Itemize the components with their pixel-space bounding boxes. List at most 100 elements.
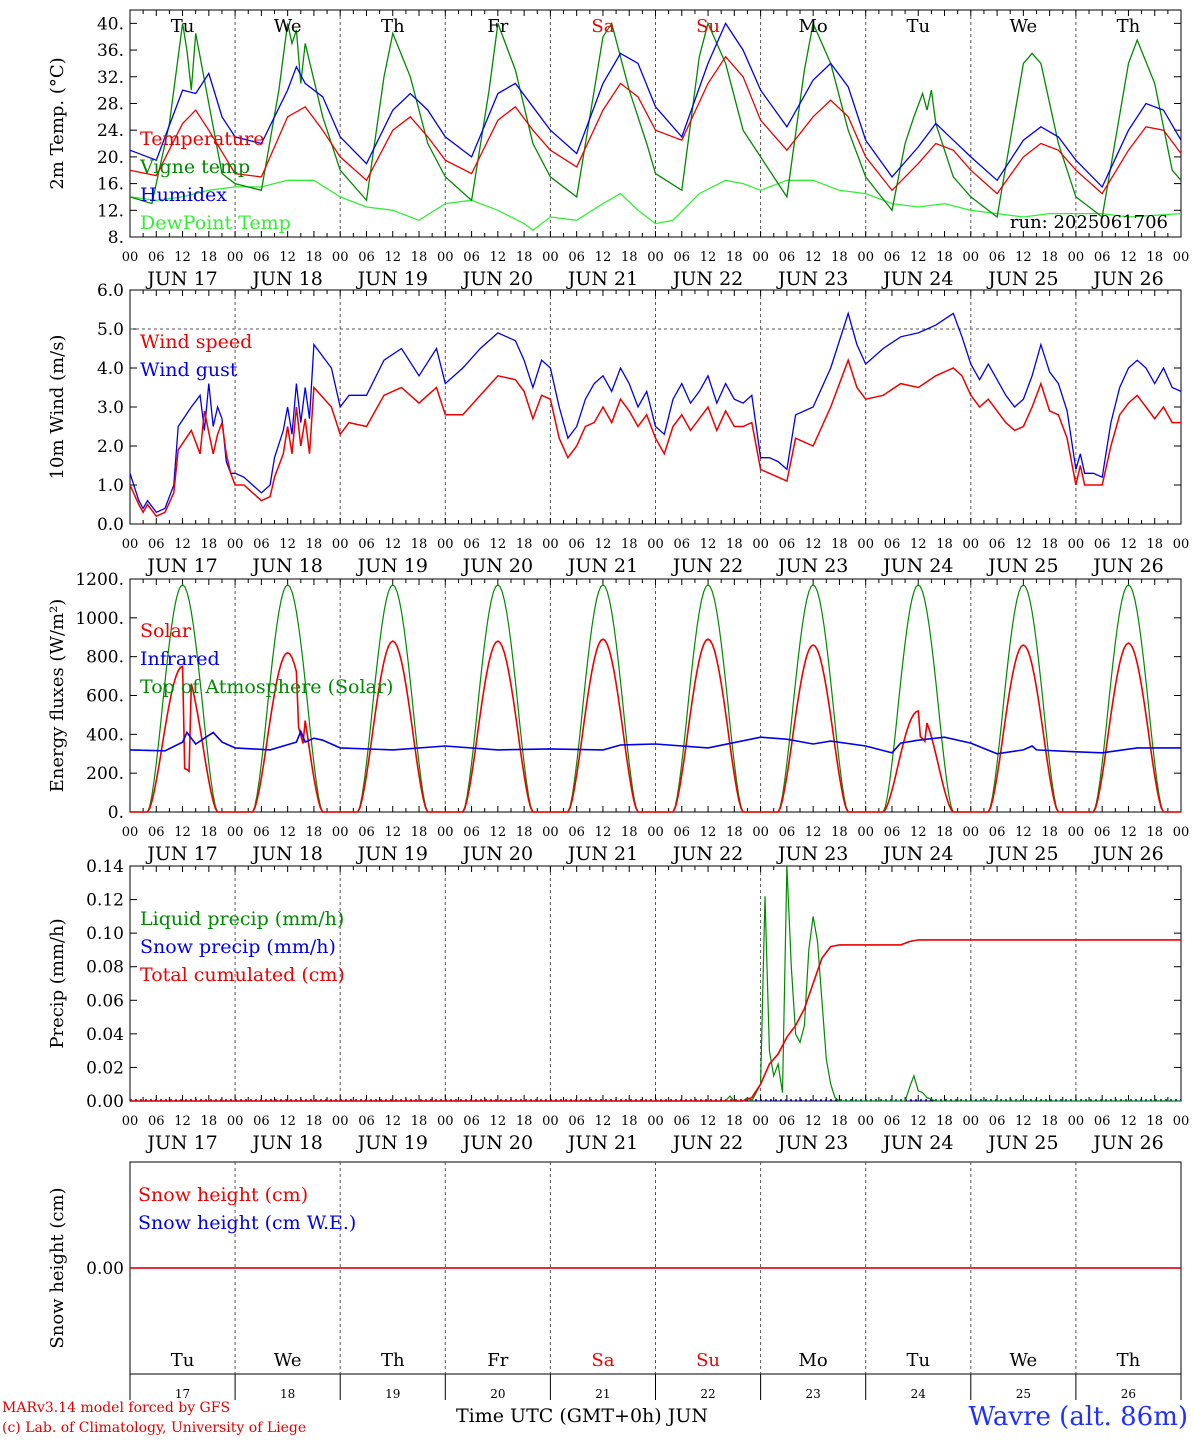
date-label: JUN 24 (881, 1132, 953, 1154)
hour-tick-label: 06 (568, 250, 585, 265)
hour-tick-label: 00 (122, 250, 139, 265)
hour-tick-label: 12 (910, 825, 927, 840)
y-tick-label: 0.0 (97, 515, 124, 535)
y-tick-label: 5.0 (97, 320, 124, 340)
y-tick-label: 1200. (75, 570, 124, 590)
legend-entry: Wind speed (140, 331, 252, 353)
day-abbrev-label: Fr (487, 16, 508, 37)
hour-tick-label: 12 (805, 825, 822, 840)
legend-entry: Humidex (140, 184, 227, 206)
hour-tick-label: 12 (174, 825, 191, 840)
day-abbrev-label: Th (381, 1350, 405, 1371)
day-number-label: 17 (175, 1387, 190, 1401)
date-label: JUN 24 (881, 843, 953, 865)
hour-tick-label: 06 (674, 825, 691, 840)
day-number-label: 22 (700, 1387, 715, 1401)
hour-tick-label: 18 (201, 825, 218, 840)
hour-tick-label: 00 (963, 537, 980, 552)
legend-entry: Snow precip (mm/h) (140, 936, 336, 958)
y-tick-label: 0.02 (86, 1058, 124, 1078)
hour-tick-label: 06 (989, 250, 1006, 265)
hour-tick-label: 06 (779, 825, 796, 840)
hour-tick-label: 06 (779, 1114, 796, 1129)
date-label: JUN 24 (881, 555, 953, 577)
hour-tick-label: 12 (700, 537, 717, 552)
date-label: JUN 21 (566, 555, 638, 577)
hour-tick-label: 00 (227, 1114, 244, 1129)
hour-tick-label: 06 (884, 250, 901, 265)
y-axis-label: 10m Wind (m/s) (47, 335, 68, 480)
legend-entry: Solar (140, 620, 192, 642)
hour-tick-label: 06 (1094, 825, 1111, 840)
hour-tick-label: 12 (384, 825, 401, 840)
day-abbrev-label: We (274, 1350, 302, 1371)
hour-tick-label: 12 (279, 1114, 296, 1129)
day-number-label: 20 (490, 1387, 505, 1401)
hour-tick-label: 18 (411, 825, 428, 840)
date-label: JUN 22 (671, 843, 743, 865)
hour-tick-label: 12 (700, 825, 717, 840)
hour-tick-label: 00 (332, 825, 349, 840)
day-abbrev-label: Tu (906, 1350, 930, 1371)
hour-tick-label: 06 (1094, 537, 1111, 552)
hour-tick-label: 00 (1173, 1114, 1190, 1129)
y-tick-label: 16. (97, 175, 124, 195)
legend-entry: Infrared (140, 648, 220, 670)
hour-tick-label: 06 (884, 537, 901, 552)
date-label: JUN 25 (986, 268, 1058, 290)
day-abbrev-label: Tu (906, 16, 930, 37)
day-abbrev-label: Fr (487, 1350, 508, 1371)
hour-tick-label: 00 (1068, 1114, 1085, 1129)
y-tick-label: 0.12 (86, 891, 124, 911)
date-label: JUN 21 (566, 1132, 638, 1154)
hour-tick-label: 06 (1094, 250, 1111, 265)
hour-tick-label: 18 (1041, 825, 1058, 840)
y-tick-label: 4.0 (97, 359, 124, 379)
hour-tick-label: 18 (621, 537, 638, 552)
legend-entry: Wind gust (140, 359, 238, 381)
y-tick-label: 12. (97, 201, 124, 221)
y-tick-label: 0.08 (86, 958, 124, 978)
hour-tick-label: 00 (647, 250, 664, 265)
hour-tick-label: 12 (174, 250, 191, 265)
day-abbrev-label: Su (696, 16, 720, 37)
hour-tick-label: 00 (437, 1114, 454, 1129)
series-line-liquid-precip (130, 865, 1181, 1102)
hour-tick-label: 18 (516, 825, 533, 840)
date-label: JUN 17 (145, 555, 217, 577)
hour-tick-label: 00 (752, 537, 769, 552)
hour-tick-label: 18 (621, 825, 638, 840)
hour-tick-label: 00 (1173, 825, 1190, 840)
date-label: JUN 20 (461, 1132, 533, 1154)
hour-tick-label: 00 (122, 825, 139, 840)
hour-tick-label: 00 (542, 1114, 559, 1129)
y-tick-label: 0. (108, 803, 124, 823)
date-label: JUN 17 (145, 843, 217, 865)
series-line-total-cumulated (130, 939, 1181, 1102)
date-label: JUN 19 (356, 1132, 428, 1154)
hour-tick-label: 18 (621, 250, 638, 265)
y-tick-label: 2.0 (97, 437, 124, 457)
hour-tick-label: 00 (963, 250, 980, 265)
hour-tick-label: 06 (148, 537, 165, 552)
hour-tick-label: 12 (384, 1114, 401, 1129)
hour-tick-label: 12 (595, 1114, 612, 1129)
hour-tick-label: 00 (1173, 250, 1190, 265)
hour-tick-label: 00 (332, 250, 349, 265)
hour-tick-label: 12 (1120, 250, 1137, 265)
hour-tick-label: 06 (148, 825, 165, 840)
hour-tick-label: 18 (1041, 1114, 1058, 1129)
day-number-label: 18 (280, 1387, 295, 1401)
y-tick-label: 800. (86, 648, 124, 668)
hour-tick-label: 00 (752, 825, 769, 840)
hour-tick-label: 06 (148, 1114, 165, 1129)
hour-tick-label: 18 (936, 250, 953, 265)
hour-tick-label: 06 (253, 1114, 270, 1129)
date-label: JUN 18 (250, 268, 322, 290)
y-tick-label: 0.00 (86, 1259, 124, 1279)
hour-tick-label: 12 (910, 1114, 927, 1129)
hour-tick-label: 18 (306, 250, 323, 265)
day-number-label: 24 (911, 1387, 927, 1401)
run-label: run: 2025061706 (1010, 212, 1168, 233)
y-tick-label: 40. (97, 14, 124, 34)
